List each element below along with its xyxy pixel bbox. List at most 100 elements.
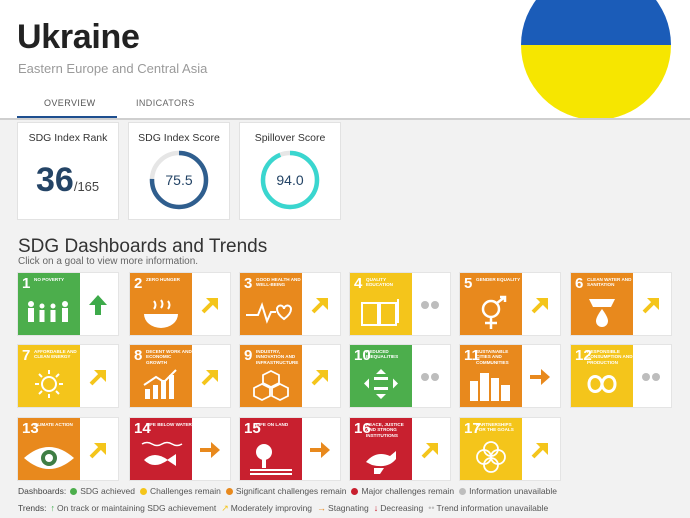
- sdg-goal-1[interactable]: 1 NO POVERTY: [17, 272, 119, 336]
- goal-name: GOOD HEALTH AND WELL-BEING: [256, 277, 301, 288]
- sdg-goal-9[interactable]: 9 INDUSTRY, INNOVATION AND INFRASTRUCTURE: [239, 344, 341, 408]
- goal-icon-tile: 3 GOOD HEALTH AND WELL-BEING: [240, 273, 302, 335]
- trend-moderate-icon: [531, 298, 548, 314]
- sdg-goal-16[interactable]: 16 PEACE, JUSTICE AND STRONG INSTITUTIONS: [349, 417, 451, 481]
- infinity-icon: [587, 375, 617, 393]
- cubes-icon: [253, 369, 289, 402]
- goal-name: INDUSTRY, INNOVATION AND INFRASTRUCTURE: [256, 349, 299, 365]
- goal-number: 8: [134, 347, 143, 364]
- goal-number: 3: [244, 275, 253, 292]
- sdg-goal-10[interactable]: 10 REDUCED INEQUALITIES: [349, 344, 451, 408]
- goal-name: PEACE, JUSTICE AND STRONG INSTITUTIONS: [366, 422, 404, 438]
- sdg-index-rank-card: SDG Index Rank 36/165: [17, 122, 119, 220]
- goal-icon-tile: 10 REDUCED INEQUALITIES: [350, 345, 412, 407]
- goal-name: DECENT WORK AND ECONOMIC GROWTH: [146, 349, 192, 365]
- legend-item: → Stagnating: [317, 503, 369, 513]
- trend-moderate-icon: [201, 370, 218, 386]
- water-icon: [589, 299, 615, 327]
- trend-stagnating-icon: [200, 442, 220, 458]
- spillover-score-card: Spillover Score 94.0: [239, 122, 341, 220]
- legend-text: Decreasing: [380, 503, 424, 513]
- gender-icon: [481, 295, 507, 329]
- legend-dot-icon: [225, 487, 233, 495]
- sdg-goal-8[interactable]: 8 DECENT WORK AND ECONOMIC GROWTH: [129, 344, 231, 408]
- legend-dot-icon: [459, 487, 467, 495]
- region-subtitle: Eastern Europe and Central Asia: [18, 61, 208, 76]
- goal-number: 13: [22, 420, 39, 437]
- score-ring-gauge: [149, 150, 209, 210]
- legend-item: Major challenges remain: [351, 486, 454, 496]
- trend-moderate-icon: [89, 370, 106, 386]
- country-title: Ukraine: [17, 18, 140, 56]
- ukraine-flag-icon: [521, 0, 671, 118]
- legend-text: Significant challenges remain: [235, 486, 347, 496]
- sdg-goal-5[interactable]: 5 GENDER EQUALITY: [459, 272, 561, 336]
- trend-na-icon: ••: [428, 503, 435, 513]
- bowl-icon: [144, 299, 178, 328]
- trend-up-icon: ↑: [50, 503, 56, 513]
- sdg-goal-3[interactable]: 3 GOOD HEALTH AND WELL-BEING: [239, 272, 341, 336]
- tab-indicators[interactable]: INDICATORS: [136, 98, 195, 108]
- goal-number: 17: [464, 420, 481, 437]
- sdg-goal-2[interactable]: 2 ZERO HUNGER: [129, 272, 231, 336]
- goal-number: 6: [575, 275, 584, 292]
- goal-name: REDUCED INEQUALITIES: [366, 349, 399, 360]
- card-title: Spillover Score: [254, 132, 326, 144]
- city-icon: [470, 373, 510, 401]
- legend-text: Major challenges remain: [361, 486, 455, 496]
- dashboards-subtitle: Click on a goal to view more information…: [18, 256, 199, 267]
- dashboards-title: SDG Dashboards and Trends: [18, 236, 268, 257]
- goal-icon-tile: 12 RESPONSIBLE CONSUMPTION AND PRODUCTION: [571, 345, 633, 407]
- legend-item: Information unavailable: [459, 486, 557, 496]
- goal-name: LIFE ON LAND: [256, 422, 289, 427]
- sdg-goal-11[interactable]: 11 SUSTAINABLE CITIES AND COMMUNITIES: [459, 344, 561, 408]
- trend-moderate-icon: [421, 443, 438, 459]
- sdg-goal-14[interactable]: 14 LIFE BELOW WATER: [129, 417, 231, 481]
- goal-icon-tile: 1 NO POVERTY: [18, 273, 80, 335]
- sdg-goal-12[interactable]: 12 RESPONSIBLE CONSUMPTION AND PRODUCTION: [570, 344, 672, 408]
- trend-moderate-icon: [642, 298, 659, 314]
- goal-icon-tile: 8 DECENT WORK AND ECONOMIC GROWTH: [130, 345, 192, 407]
- goal-number: 11: [464, 347, 480, 364]
- card-title: SDG Index Score: [138, 132, 220, 144]
- sdg-goal-7[interactable]: 7 AFFORDABLE AND CLEAN ENERGY: [17, 344, 119, 408]
- legend-text: Trend information unavailable: [436, 503, 549, 513]
- goal-name: ZERO HUNGER: [146, 277, 180, 282]
- goal-name: NO POVERTY: [34, 277, 65, 282]
- sdg-goal-6[interactable]: 6 CLEAN WATER AND SANITATION: [570, 272, 672, 336]
- fish-icon: [141, 441, 183, 466]
- legend-dot-icon: [140, 487, 148, 495]
- heartbeat-icon: [246, 302, 293, 324]
- legend-item: ↓ Decreasing: [374, 503, 424, 513]
- goal-icon-tile: 16 PEACE, JUSTICE AND STRONG INSTITUTIONS: [350, 418, 412, 480]
- trend-decreasing-icon: ↓: [373, 503, 379, 513]
- sdg-goal-13[interactable]: 13 CLIMATE ACTION: [17, 417, 119, 481]
- goal-icon-tile: 6 CLEAN WATER AND SANITATION: [571, 273, 633, 335]
- goal-name: CLIMATE ACTION: [34, 422, 73, 427]
- sdg-index-score-card: SDG Index Score 75.5: [128, 122, 230, 220]
- growth-chart-icon: [143, 369, 177, 399]
- sdg-goal-17[interactable]: 17 PARTNERSHIPS FOR THE GOALS: [459, 417, 561, 481]
- goal-number: 10: [354, 347, 371, 364]
- legend-text: On track or maintaining SDG achievement: [57, 503, 217, 513]
- trend-stagnating-icon: [530, 369, 550, 385]
- goal-number: 16: [354, 420, 371, 437]
- legend-label: Trends:: [18, 503, 47, 513]
- spillover-value: 94.0: [276, 172, 304, 188]
- goal-name: GENDER EQUALITY: [476, 277, 521, 282]
- goal-number: 1: [22, 275, 31, 292]
- trend-moderate-icon: ↗: [221, 503, 229, 513]
- family-icon: [28, 301, 68, 322]
- legend-text: Moderately improving: [230, 503, 313, 513]
- goal-number: 12: [575, 347, 592, 364]
- goal-icon-tile: 9 INDUSTRY, INNOVATION AND INFRASTRUCTURE: [240, 345, 302, 407]
- goal-number: 5: [464, 275, 473, 292]
- tab-overview[interactable]: OVERVIEW: [44, 98, 96, 108]
- trend-moderate-icon: [311, 370, 328, 386]
- sdg-goal-4[interactable]: 4 QUALITY EDUCATION: [349, 272, 451, 336]
- country-header: Ukraine Eastern Europe and Central Asia …: [0, 0, 690, 120]
- legend-text: Information unavailable: [469, 486, 557, 496]
- tree-icon: [250, 444, 292, 475]
- sdg-goal-15[interactable]: 15 LIFE ON LAND: [239, 417, 341, 481]
- legend-text: Challenges remain: [150, 486, 221, 496]
